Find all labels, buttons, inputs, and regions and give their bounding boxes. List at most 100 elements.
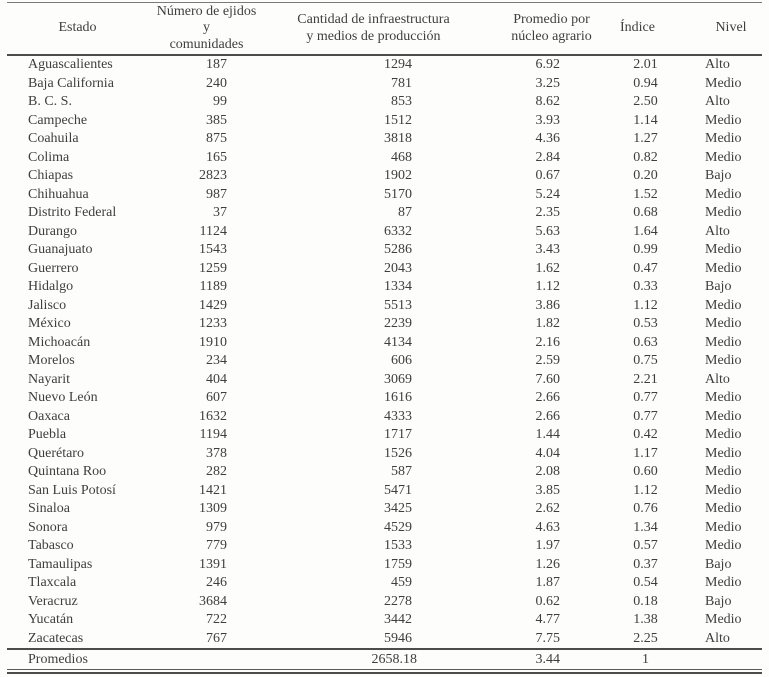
cell-estado: Coahuila	[28, 131, 79, 147]
cell-nivel: Medio	[705, 260, 742, 276]
cell-infraestructura: 468	[391, 149, 412, 165]
cell-infraestructura: 3069	[384, 371, 412, 387]
cell-nivel: Alto	[705, 223, 730, 239]
cell-estado: Sinaloa	[28, 501, 70, 517]
table-row: Morelos 234 606 2.59 0.75 Medio	[7, 352, 762, 371]
cell-ejidos: 1259	[199, 260, 227, 276]
cell-indice: 1.12	[633, 297, 658, 313]
table-row: Yucatán 722 3442 4.77 1.38 Medio	[7, 611, 762, 630]
cell-estado: Baja California	[28, 75, 114, 91]
cell-promedio: 2.35	[535, 205, 561, 221]
cell-ejidos: 385	[206, 112, 227, 128]
cell-infraestructura: 5170	[384, 186, 412, 202]
cell-ejidos: 607	[206, 390, 227, 406]
cell-footer-label: Promedios	[7, 648, 132, 670]
cell-nivel: Alto	[705, 94, 730, 110]
cell-nivel: Medio	[705, 445, 742, 461]
cell-estado: Tlaxcala	[28, 575, 77, 591]
cell-estado: Campeche	[28, 112, 88, 128]
cell-nivel: Medio	[705, 464, 742, 480]
cell-infraestructura: 459	[391, 575, 412, 591]
cell-promedio: 2.59	[535, 353, 561, 369]
cell-nivel: Medio	[705, 112, 742, 128]
footer-row: Promedios 2658.18 3.44 1	[7, 648, 762, 670]
cell-infraestructura: 1334	[384, 279, 412, 295]
table-row: Sinaloa 1309 3425 2.62 0.76 Medio	[7, 500, 762, 519]
cell-ejidos: 246	[206, 575, 227, 591]
bottom-double-rule	[7, 672, 762, 674]
cell-nivel: Medio	[705, 538, 742, 554]
cell-footer-indice: 1	[575, 648, 700, 670]
table-row: Nayarit 404 3069 7.60 2.21 Alto	[7, 371, 762, 390]
table-row: Zacatecas 767 5946 7.75 2.25 Alto	[7, 630, 762, 650]
cell-estado: Guanajuato	[28, 242, 93, 258]
column-header-nivel: Nivel	[700, 2, 762, 56]
cell-promedio: 0.62	[535, 593, 561, 609]
cell-ejidos: 722	[206, 612, 227, 628]
column-header-promedio: Promedio por núcleo agrario	[422, 2, 592, 56]
cell-nivel: Medio	[705, 575, 742, 591]
cell-ejidos: 3684	[199, 593, 227, 609]
header-row: Estado Número de ejidos y comunidades Ca…	[7, 2, 762, 56]
cell-nivel: Medio	[705, 149, 742, 165]
cell-estado: Jalisco	[28, 297, 67, 313]
cell-ejidos: 1543	[199, 242, 227, 258]
cell-nivel: Medio	[705, 297, 742, 313]
cell-ejidos: 1194	[199, 427, 227, 443]
header-label: Estado	[58, 20, 97, 36]
cell-estado: Guerrero	[28, 260, 79, 276]
header-label: y medios de producción	[306, 28, 441, 44]
cell-infraestructura: 606	[391, 353, 412, 369]
cell-indice: 1.34	[633, 519, 658, 535]
table-row: Sonora 979 4529 4.63 1.34 Medio	[7, 519, 762, 538]
cell-estado: San Luis Potosí	[28, 482, 116, 498]
cell-indice: 1.64	[633, 223, 658, 239]
cell-infraestructura: 1717	[384, 427, 412, 443]
cell-infraestructura: 5946	[384, 630, 412, 646]
cell-ejidos: 187	[206, 57, 227, 73]
cell-ejidos: 767	[206, 630, 227, 646]
cell-indice: 0.75	[633, 353, 658, 369]
cell-indice: 0.57	[633, 538, 658, 554]
cell-ejidos: 404	[206, 371, 227, 387]
cell-infraestructura: 5471	[384, 482, 412, 498]
cell-estado: Puebla	[28, 427, 67, 443]
cell-promedio: 4.63	[535, 519, 561, 535]
cell-indice: 2.50	[633, 94, 658, 110]
cell-infraestructura: 1533	[384, 538, 412, 554]
cell-promedio: 1.62	[535, 260, 561, 276]
table-row: Tabasco 779 1533 1.97 0.57 Medio	[7, 537, 762, 556]
table-row: Puebla 1194 1717 1.44 0.42 Medio	[7, 426, 762, 445]
header-label: Cantidad de infraestructura	[297, 12, 450, 27]
cell-promedio: 4.36	[535, 131, 561, 147]
cell-ejidos: 779	[206, 538, 227, 554]
cell-promedio: 3.43	[535, 242, 561, 258]
cell-estado: Durango	[28, 223, 77, 239]
cell-indice: 0.76	[633, 501, 658, 517]
cell-nivel: Medio	[705, 131, 742, 147]
cell-ejidos: 1429	[199, 297, 227, 313]
header-label: Número de ejidos y	[156, 3, 257, 36]
table-row: México 1233 2239 1.82 0.53 Medio	[7, 315, 762, 334]
cell-estado: Sonora	[28, 519, 68, 535]
table-row: Colima 165 468 2.84 0.82 Medio	[7, 149, 762, 168]
cell-nivel: Medio	[705, 242, 742, 258]
table-body: Aguascalientes 187 1294 6.92 2.01 Alto Baja Ca…	[7, 55, 762, 649]
cell-promedio: 1.82	[535, 316, 561, 332]
cell-estado: Hidalgo	[28, 279, 74, 295]
cell-infraestructura: 1759	[384, 556, 412, 572]
table-row: Chihuahua 987 5170 5.24 1.52 Medio	[7, 186, 762, 205]
cell-indice: 0.33	[633, 279, 658, 295]
cell-infraestructura: 3425	[384, 501, 412, 517]
cell-infraestructura: 6332	[384, 223, 412, 239]
cell-ejidos: 1391	[199, 556, 227, 572]
cell-promedio: 2.62	[535, 501, 561, 517]
cell-ejidos: 1632	[199, 408, 227, 424]
cell-ejidos: 37	[213, 205, 227, 221]
cell-indice: 0.42	[633, 427, 658, 443]
table-row: Michoacán 1910 4134 2.16 0.63 Medio	[7, 334, 762, 353]
cell-indice: 0.63	[633, 334, 658, 350]
cell-indice: 0.77	[633, 408, 658, 424]
cell-indice: 2.25	[633, 630, 658, 646]
table-row: Hidalgo 1189 1334 1.12 0.33 Bajo	[7, 278, 762, 297]
